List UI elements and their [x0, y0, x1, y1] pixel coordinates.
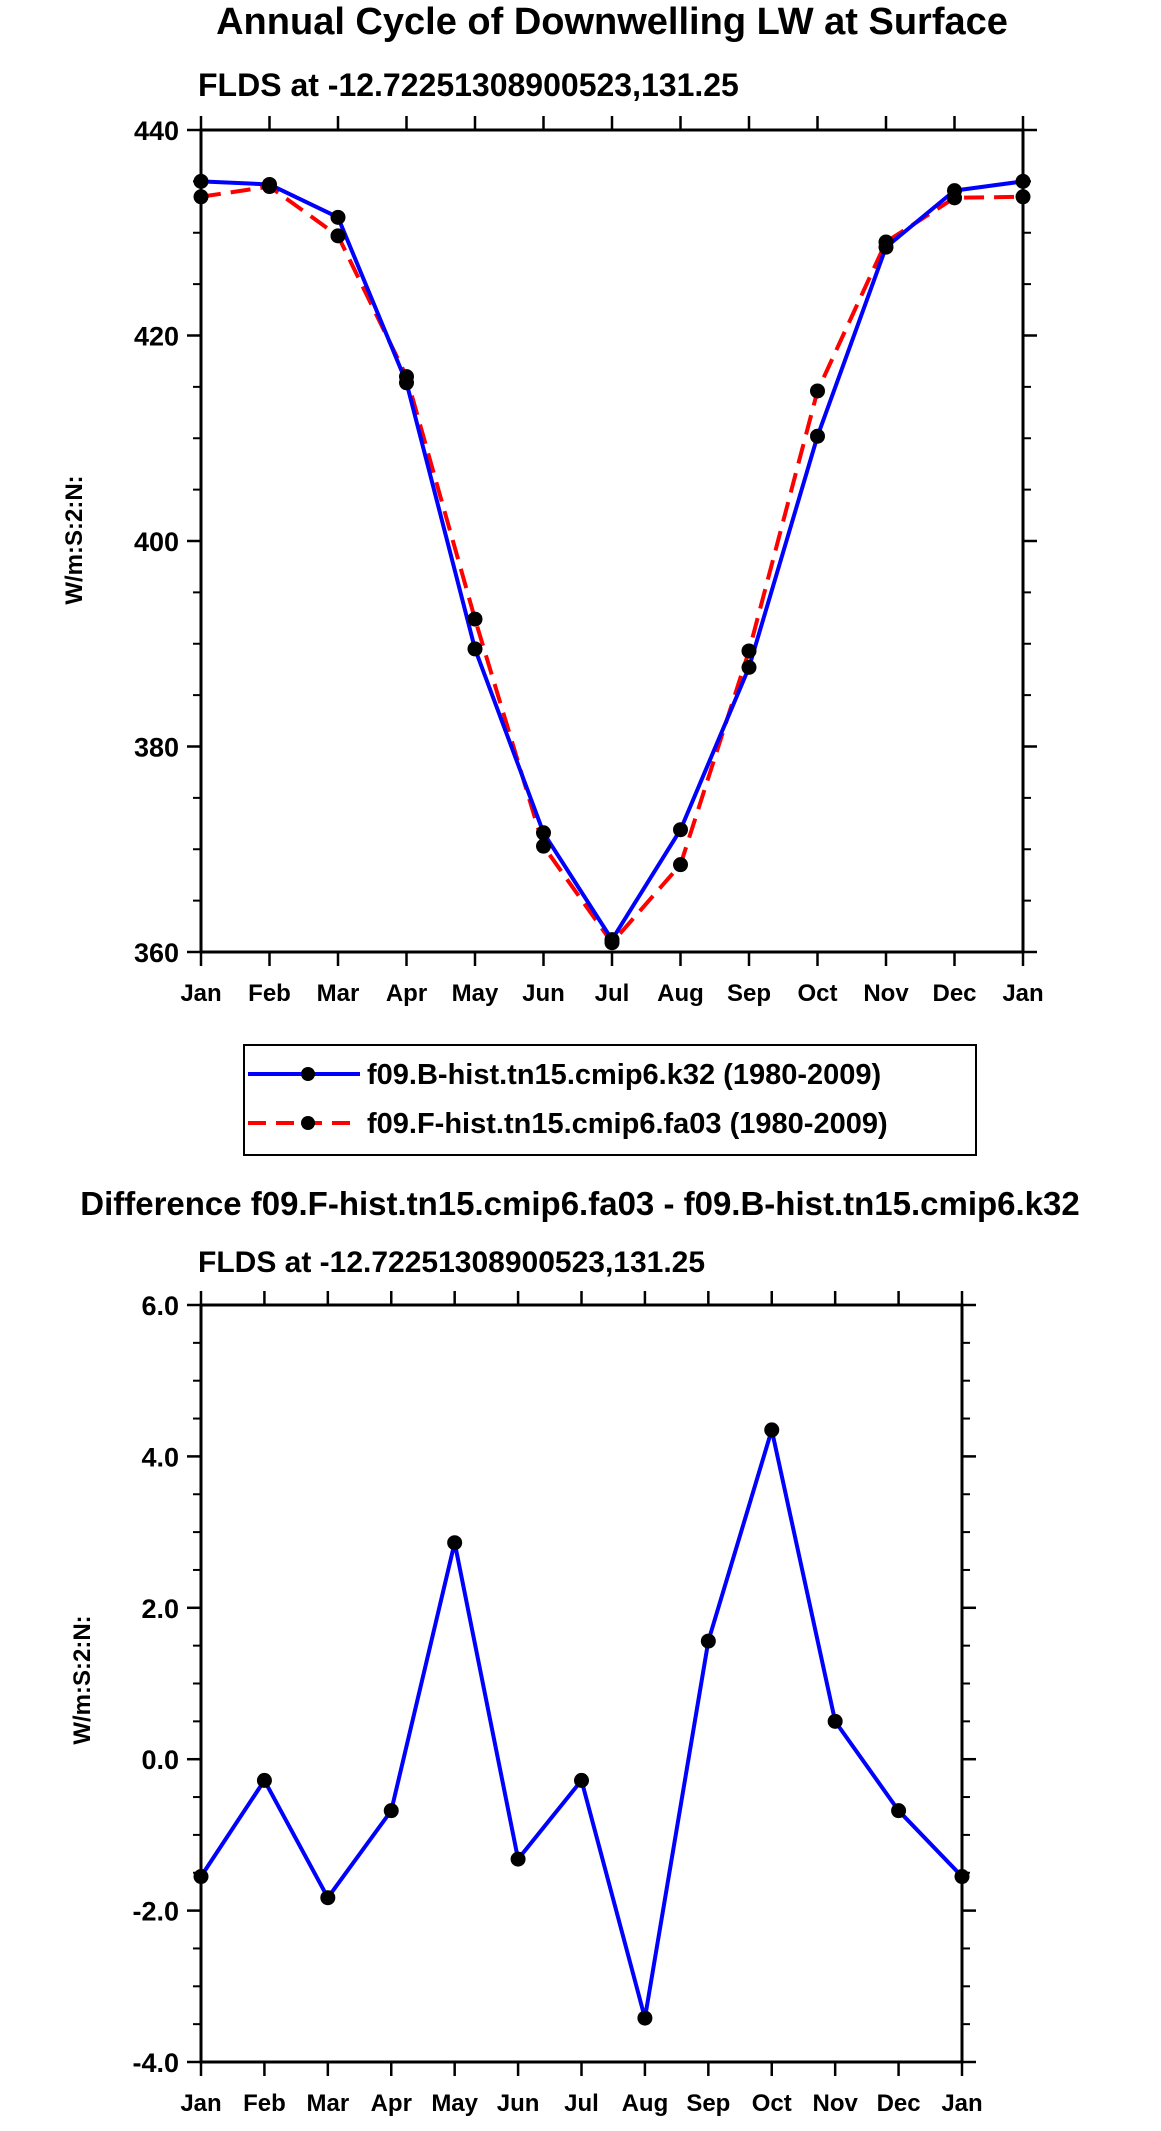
bottom-chart-ylabel: W/m:S:2:N:	[69, 1615, 96, 1744]
bottom-series-1-point	[383, 1803, 399, 1819]
bottom-series-1-point	[574, 1772, 589, 1788]
top-series-1-point	[330, 209, 346, 225]
top-xtick-label: Sep	[727, 980, 771, 1007]
bottom-series-1-point	[891, 1803, 907, 1819]
legend: f09.B-hist.tn15.cmip6.k32 (1980-2009) f0…	[243, 1044, 977, 1156]
bottom-xtick-label: Jul	[564, 2090, 599, 2117]
top-series-1-point	[536, 825, 551, 841]
top-xtick-label: Aug	[657, 980, 704, 1007]
legend-marker-series-2	[301, 1116, 315, 1130]
top-series-1-point	[467, 641, 483, 657]
top-chart-title: Annual Cycle of Downwelling LW at Surfac…	[216, 1, 1008, 43]
top-xtick-label: Nov	[863, 980, 909, 1007]
top-series-1-point	[741, 659, 757, 675]
bottom-series-1-point	[193, 1869, 209, 1885]
bottom-series-1-point	[700, 1633, 716, 1649]
top-series-2-point	[878, 234, 894, 250]
bottom-series-line-1	[199, 1427, 964, 2021]
bottom-ytick-label: -4.0	[132, 2048, 179, 2078]
bottom-series-1-point	[764, 1422, 780, 1438]
top-xtick-label: Apr	[386, 980, 427, 1007]
top-ytick-label: 380	[134, 733, 179, 763]
top-series-2-point	[1015, 189, 1031, 205]
bottom-ytick-label: 0.0	[141, 1745, 179, 1775]
top-series-2-point	[193, 189, 209, 205]
top-xtick-label: Mar	[317, 980, 360, 1007]
bottom-series-1-point	[510, 1851, 526, 1867]
legend-label-series-1: f09.B-hist.tn15.cmip6.k32 (1980-2009)	[367, 1059, 881, 1091]
top-series-2-point	[673, 857, 688, 873]
top-xtick-label: Dec	[932, 980, 976, 1007]
bottom-xtick-label: May	[431, 2090, 478, 2117]
top-chart-subtitle: FLDS at -12.72251308900523,131.25	[198, 67, 739, 103]
top-series-2-point	[810, 383, 825, 399]
top-ytick-label: 420	[134, 322, 179, 352]
top-series-2-point	[330, 228, 346, 244]
top-plot-frame	[199, 128, 1025, 954]
top-xtick-label: Feb	[248, 980, 291, 1007]
bottom-xtick-label: Jun	[497, 2090, 540, 2117]
bottom-series-1-point	[320, 1890, 336, 1906]
bottom-xtick-label: Sep	[686, 2090, 730, 2117]
top-series-2-point	[741, 643, 757, 659]
bottom-xtick-label: Aug	[622, 2090, 669, 2117]
top-series-1-point	[810, 428, 825, 444]
top-xtick-label: Jan	[180, 980, 221, 1007]
top-xtick-label: May	[452, 980, 499, 1007]
top-series-2-point	[947, 190, 962, 206]
top-ytick-label: 440	[134, 116, 179, 146]
bottom-series-1-point	[954, 1869, 970, 1885]
bottom-plot-frame	[199, 1303, 964, 2064]
bottom-chart-subtitle: FLDS at -12.72251308900523,131.25	[198, 1246, 705, 1279]
bottom-xtick-label: Apr	[371, 2090, 412, 2117]
top-chart-plot: Jan Feb Mar Apr May Jun Jul Aug Sep Oct Nov Dec Jan3…	[134, 116, 1044, 1007]
bottom-series-1-point	[256, 1772, 272, 1788]
bottom-chart-plot: Jan Feb Mar Apr May Jun Jul Aug Sep Oct Nov Dec Jan-…	[132, 1291, 983, 2117]
top-series-2-point	[262, 179, 277, 195]
top-series-line-2	[200, 184, 1024, 945]
bottom-series-1-point	[637, 2010, 653, 2026]
top-ytick-label: 360	[134, 938, 179, 968]
bottom-xtick-label: Jan	[941, 2090, 982, 2117]
bottom-xtick-label: Oct	[752, 2090, 792, 2117]
bottom-series-1-point	[827, 1713, 843, 1729]
top-ytick-label: 400	[134, 527, 179, 557]
legend-label-series-2: f09.F-hist.tn15.cmip6.fa03 (1980-2009)	[367, 1108, 888, 1140]
bottom-xtick-label: Dec	[877, 2090, 921, 2117]
top-xtick-label: Oct	[797, 980, 837, 1007]
legend-box	[243, 1044, 977, 1156]
bottom-ytick-label: 6.0	[141, 1291, 179, 1321]
top-series-1-point	[193, 173, 209, 189]
top-series-2-point	[536, 838, 551, 854]
bottom-xtick-label: Jan	[180, 2090, 221, 2117]
bottom-ytick-label: 2.0	[141, 1594, 179, 1624]
top-xtick-label: Jun	[522, 980, 565, 1007]
bottom-series-1-point	[447, 1535, 463, 1551]
bottom-xtick-label: Nov	[812, 2090, 858, 2117]
bottom-ytick-label: 4.0	[141, 1442, 179, 1472]
bottom-xtick-label: Feb	[243, 2090, 286, 2117]
bottom-xtick-label: Mar	[306, 2090, 349, 2117]
top-series-line-1	[200, 179, 1024, 942]
top-series-2-point	[604, 935, 620, 951]
top-series-2-point	[467, 611, 483, 627]
top-series-2-point	[399, 369, 414, 385]
top-xtick-label: Jul	[595, 980, 630, 1007]
top-series-1-point	[673, 822, 688, 838]
top-chart-ylabel: W/m:S:2:N:	[61, 475, 88, 604]
bottom-ytick-label: -2.0	[132, 1897, 179, 1927]
bottom-chart-title: Difference f09.F-hist.tn15.cmip6.fa03 - …	[80, 1185, 1080, 1222]
legend-marker-series-1	[301, 1067, 315, 1081]
top-series-1-point	[1015, 173, 1031, 189]
top-xtick-label: Jan	[1002, 980, 1043, 1007]
